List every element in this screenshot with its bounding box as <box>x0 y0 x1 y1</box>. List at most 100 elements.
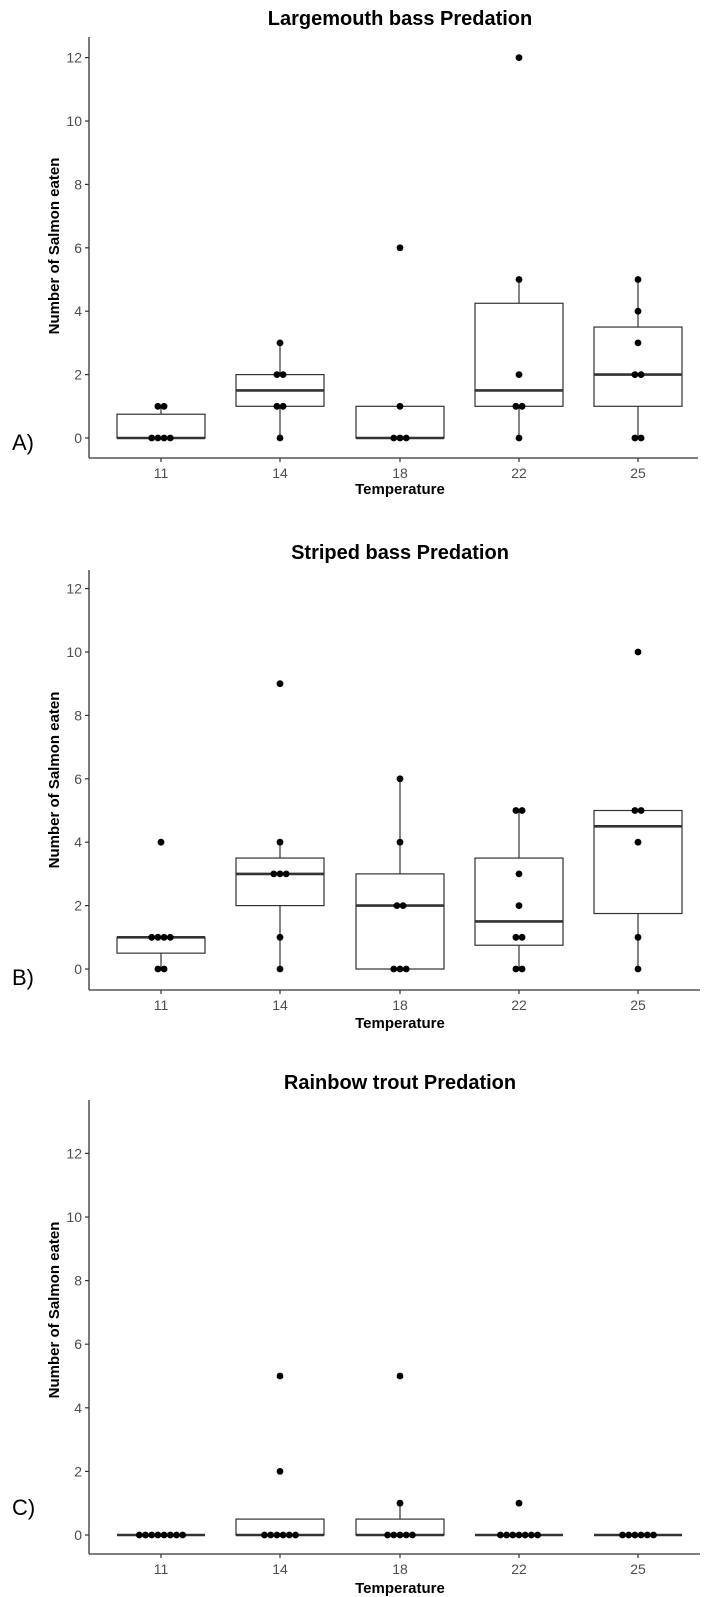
data-point <box>512 965 520 973</box>
y-tick-label: 8 <box>74 1273 82 1289</box>
y-tick-label: 6 <box>74 771 82 787</box>
data-point <box>515 870 523 878</box>
panel-label: B) <box>12 965 34 990</box>
chart-svg: Largemouth bass Predation A) Temperature… <box>12 8 698 498</box>
y-tick-label: 6 <box>74 240 82 256</box>
data-point <box>534 1531 541 1539</box>
chart-svg: Striped bass Predation B) Temperature Nu… <box>12 542 700 1032</box>
data-point <box>148 1531 156 1539</box>
y-tick-label: 8 <box>74 707 82 723</box>
x-tick-label: 11 <box>154 997 169 1013</box>
data-point <box>634 965 642 973</box>
y-tick-label: 4 <box>74 303 82 319</box>
data-point <box>512 807 520 814</box>
data-point <box>273 371 281 378</box>
data-point <box>637 807 645 814</box>
data-point <box>267 1531 275 1539</box>
data-point <box>390 1531 398 1539</box>
y-tick-label: 2 <box>74 898 82 914</box>
data-point <box>282 870 290 878</box>
data-point <box>384 1531 391 1539</box>
plot-area: 0 2 4 6 8 10 12 11 14 18 22 25 <box>66 37 698 481</box>
x-axis-title: Temperature <box>355 1580 445 1597</box>
data-point <box>276 1372 284 1380</box>
data-point <box>270 870 278 878</box>
data-point <box>515 371 523 378</box>
data-point <box>634 276 642 283</box>
data-point <box>515 902 523 909</box>
data-point <box>160 965 168 973</box>
data-point <box>497 1531 504 1539</box>
box <box>116 936 206 954</box>
y-tick-label: 10 <box>66 1209 82 1225</box>
data-point <box>515 54 523 61</box>
data-point <box>634 339 642 347</box>
plot-area: 0 2 4 6 8 10 12 11 14 18 22 25 <box>66 1100 700 1577</box>
data-point <box>396 1499 404 1507</box>
data-point <box>402 965 410 973</box>
data-point <box>402 1531 410 1539</box>
data-point <box>631 807 639 814</box>
data-point <box>528 1531 535 1539</box>
data-point <box>503 1531 510 1539</box>
data-point <box>160 1531 168 1539</box>
y-tick-label: 6 <box>74 1336 82 1352</box>
data-point <box>148 434 156 442</box>
y-tick-label: 4 <box>74 1400 82 1416</box>
x-tick-label: 22 <box>511 465 527 481</box>
x-tick-label: 25 <box>630 997 646 1013</box>
data-point <box>634 648 642 656</box>
x-tick-label: 18 <box>392 997 408 1013</box>
chart-title: Rainbow trout Predation <box>284 1072 516 1094</box>
data-point <box>173 1531 180 1539</box>
data-point <box>279 1531 287 1539</box>
data-point <box>276 838 284 846</box>
data-point <box>276 434 284 442</box>
data-point <box>276 965 284 973</box>
data-point <box>402 434 410 442</box>
y-tick-label: 0 <box>74 1527 82 1543</box>
x-tick-label: 22 <box>511 997 527 1013</box>
data-point <box>396 402 404 410</box>
data-point <box>518 807 526 814</box>
x-tick-label: 14 <box>272 1561 288 1577</box>
data-point <box>273 402 281 410</box>
data-point <box>518 965 526 973</box>
data-point <box>279 402 287 410</box>
data-point <box>512 933 520 941</box>
data-point <box>409 1531 416 1539</box>
data-point <box>276 933 284 941</box>
chart-title: Largemouth bass Predation <box>268 8 533 30</box>
data-point <box>634 838 642 846</box>
data-point <box>518 402 526 410</box>
box <box>355 405 445 439</box>
y-tick-label: 0 <box>74 430 82 446</box>
panel-largemouth-bass: Largemouth bass Predation A) Temperature… <box>0 0 716 532</box>
data-point <box>166 1531 174 1539</box>
panel-label: A) <box>12 430 34 455</box>
data-point <box>396 1531 404 1539</box>
data-point <box>390 965 398 973</box>
y-tick-label: 2 <box>74 1463 82 1479</box>
data-point <box>634 307 642 315</box>
data-point <box>135 1531 143 1539</box>
y-axis-title: Number of Salmon eaten <box>46 692 63 869</box>
data-point <box>276 870 284 878</box>
x-axis-title: Temperature <box>355 481 445 498</box>
data-point <box>160 402 168 410</box>
data-point <box>396 838 404 846</box>
data-point <box>637 1531 645 1539</box>
y-tick-label: 2 <box>74 367 82 383</box>
data-point <box>160 933 168 941</box>
data-point <box>292 1531 299 1539</box>
panel-rainbow-trout: Rainbow trout Predation C) Temperature N… <box>0 1064 716 1597</box>
y-tick-label: 12 <box>66 50 82 66</box>
data-point <box>631 371 639 378</box>
box <box>355 873 445 970</box>
data-point <box>509 1531 517 1539</box>
data-point <box>142 1531 149 1539</box>
box <box>116 413 206 439</box>
y-tick-label: 8 <box>74 176 82 192</box>
data-point <box>396 775 404 783</box>
